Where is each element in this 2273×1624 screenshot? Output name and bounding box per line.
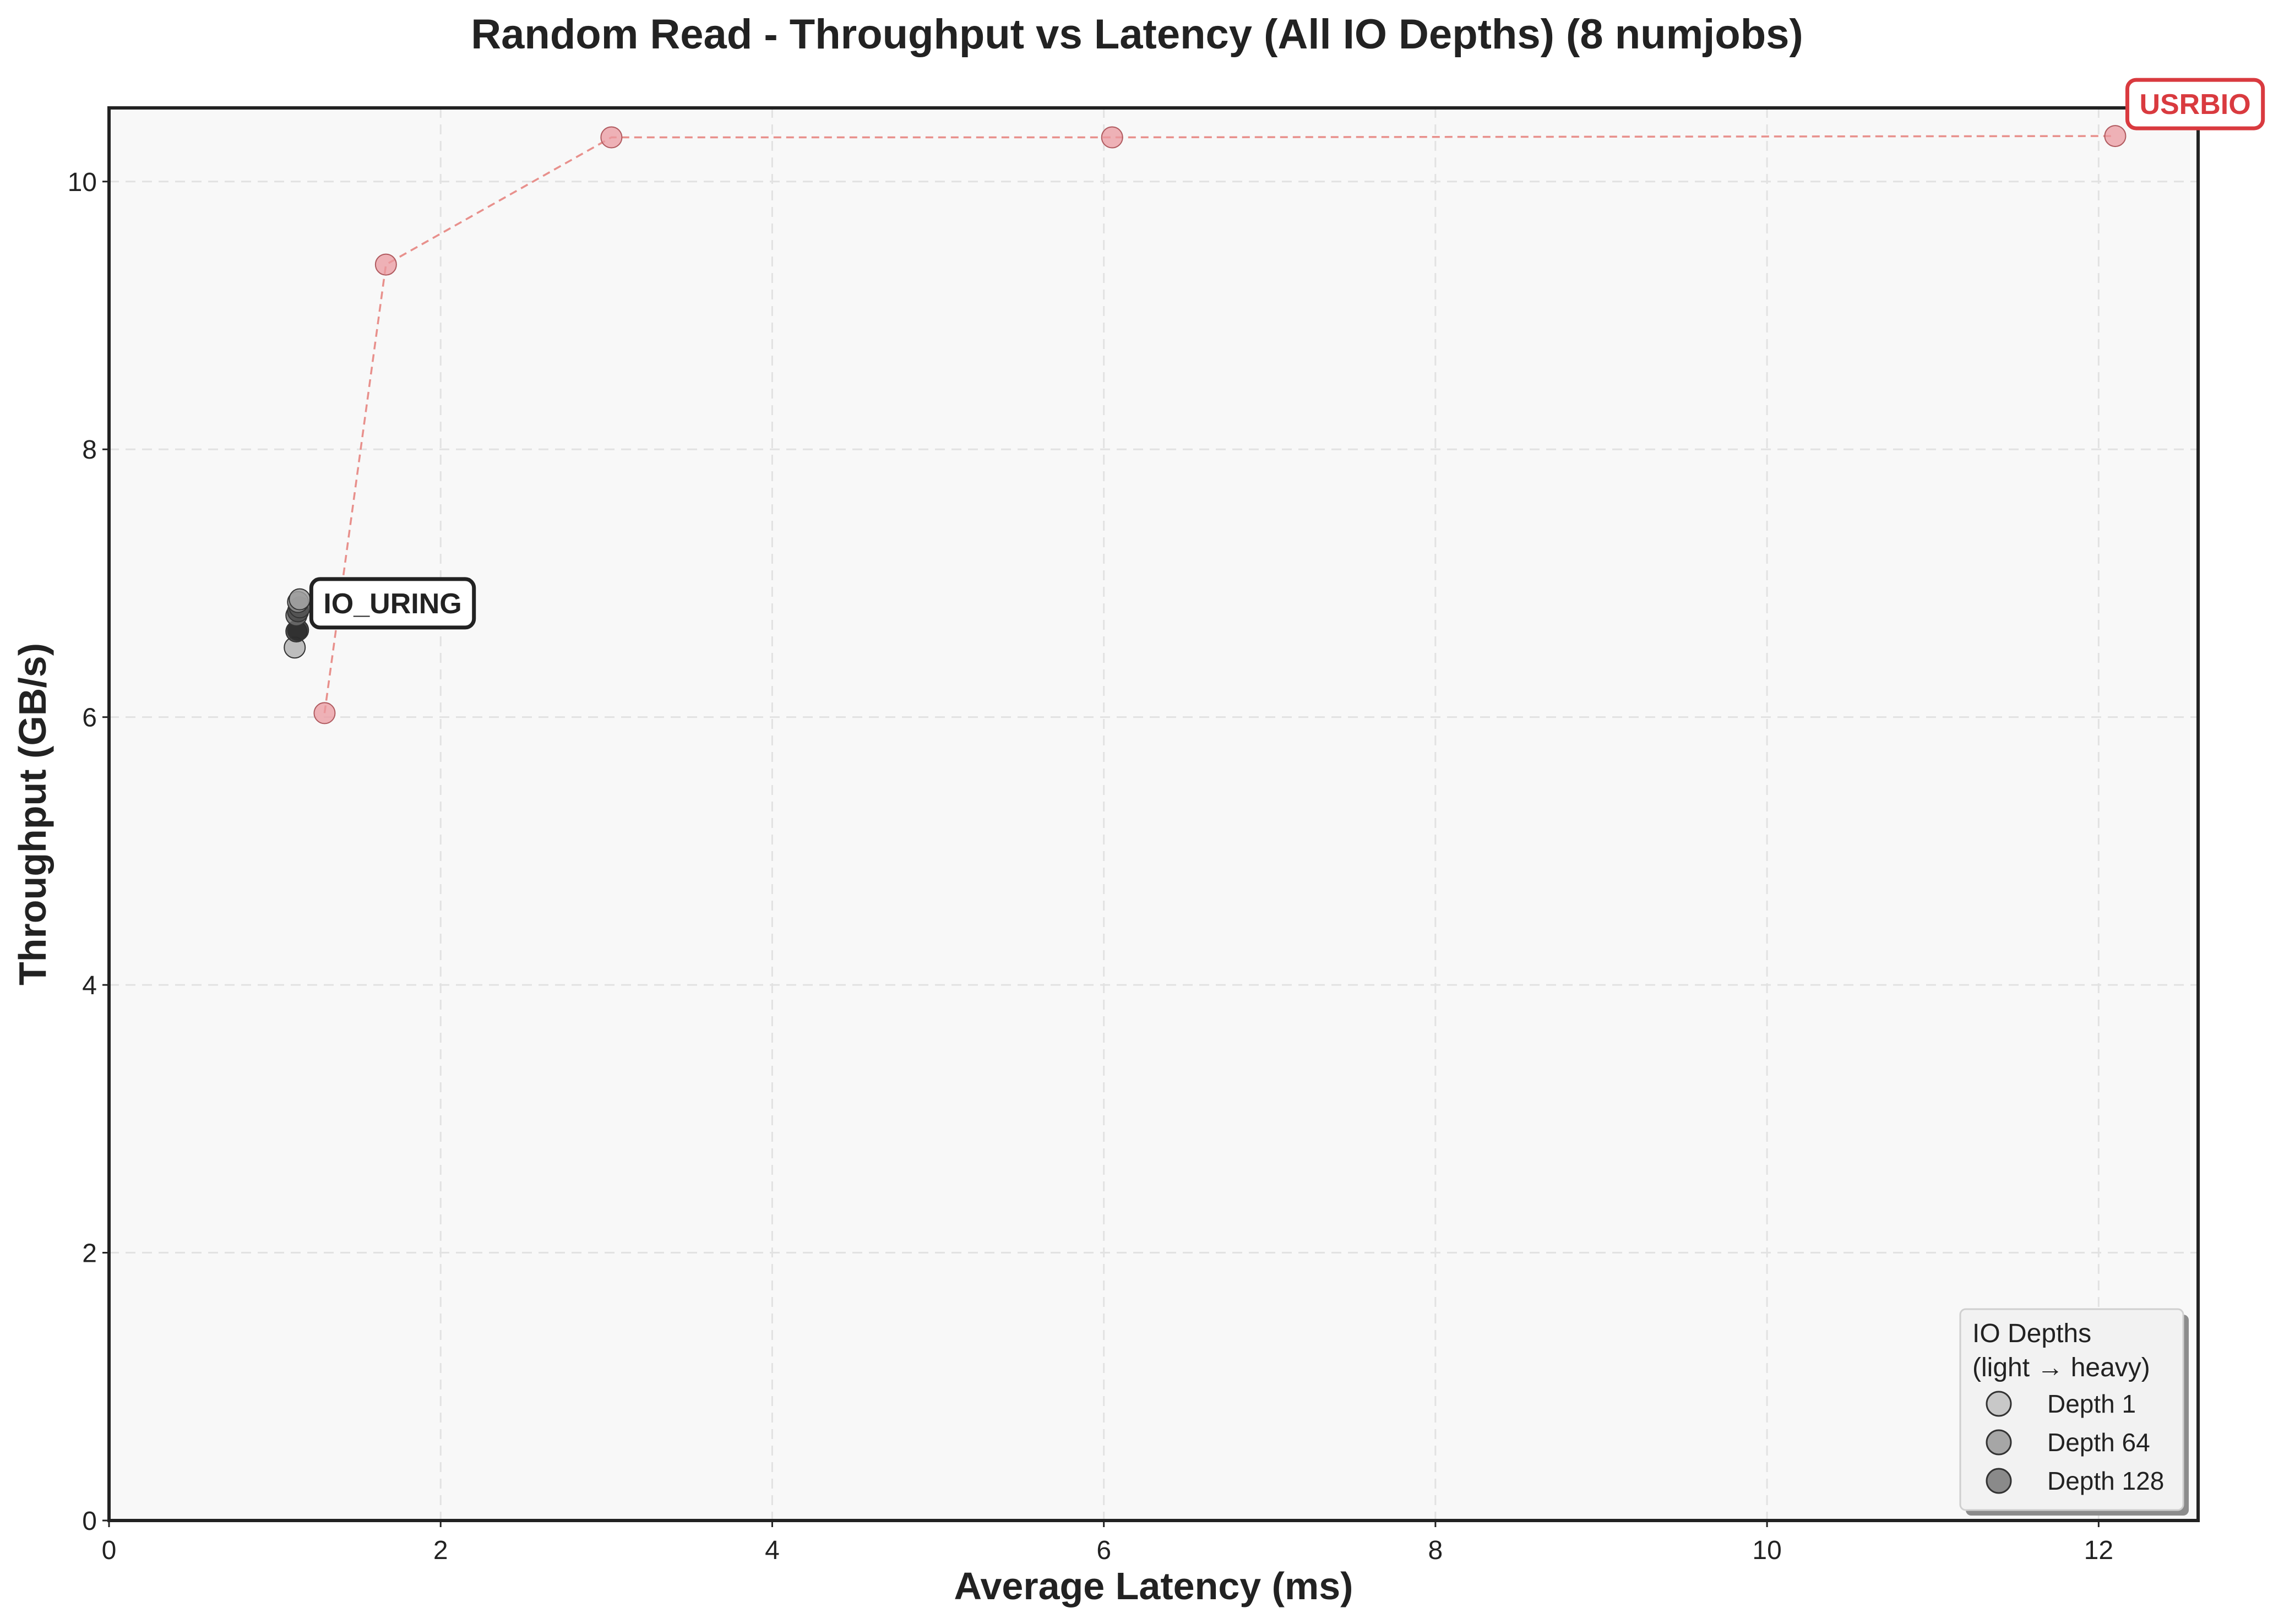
legend-marker — [1986, 1429, 2012, 1456]
y-tick-label: 8 — [82, 435, 97, 465]
legend-marker — [1986, 1468, 2012, 1494]
legend: IO Depths (light → heavy) Depth 1 Depth 64 D… — [1959, 1308, 2189, 1516]
series-annotation: IO_URING — [309, 577, 476, 630]
y-tick-label: 4 — [82, 971, 97, 1000]
x-tick-label: 6 — [1096, 1536, 1111, 1565]
y-tick-label: 2 — [82, 1239, 97, 1268]
data-point — [1101, 126, 1123, 149]
x-tick-label: 8 — [1428, 1536, 1443, 1565]
x-tick-label: 0 — [102, 1536, 117, 1565]
chart-title: Random Read - Throughput vs Latency (All… — [471, 11, 1803, 58]
legend-entry-label: Depth 64 — [2047, 1428, 2150, 1457]
series-annotation-box — [2125, 78, 2265, 130]
legend-title: IO Depths — [1972, 1319, 2091, 1348]
legend-box — [1959, 1308, 2184, 1511]
x-tick-label: 10 — [1752, 1536, 1781, 1565]
legend-subtitle: (light → heavy) — [1972, 1353, 2150, 1382]
plot-area — [109, 108, 2198, 1521]
y-axis-ticks: 0 2 4 6 8 10 — [68, 168, 109, 1536]
series-annotation-label: USRBIO — [2139, 89, 2250, 121]
series-annotation-label: IO_URING — [323, 588, 461, 620]
series-annotation: USRBIO — [2125, 78, 2265, 130]
data-points — [284, 125, 2127, 724]
data-point — [2104, 125, 2127, 148]
legend-entry-label: Depth 128 — [2047, 1467, 2164, 1495]
y-axis-label: Throughput (GB/s) — [11, 643, 54, 985]
x-axis-ticks: 0 2 4 6 8 10 12 — [102, 1521, 2113, 1565]
data-point — [600, 126, 623, 149]
data-point — [313, 702, 336, 724]
y-tick-label: 10 — [68, 168, 97, 197]
legend-marker — [1986, 1391, 2012, 1417]
x-axis-label: Average Latency (ms) — [954, 1565, 1353, 1607]
data-point — [374, 253, 397, 276]
y-tick-label: 0 — [82, 1507, 97, 1536]
series-annotation-box — [309, 577, 476, 630]
x-tick-label: 12 — [2084, 1536, 2113, 1565]
y-tick-label: 6 — [82, 704, 97, 733]
legend-entry-label: Depth 1 — [2047, 1389, 2136, 1418]
plot-frame — [107, 106, 2200, 1522]
series-annotations: USRBIO IO_URING — [309, 78, 2265, 630]
data-point — [289, 588, 311, 611]
x-tick-label: 2 — [433, 1536, 448, 1565]
x-tick-label: 4 — [765, 1536, 780, 1565]
